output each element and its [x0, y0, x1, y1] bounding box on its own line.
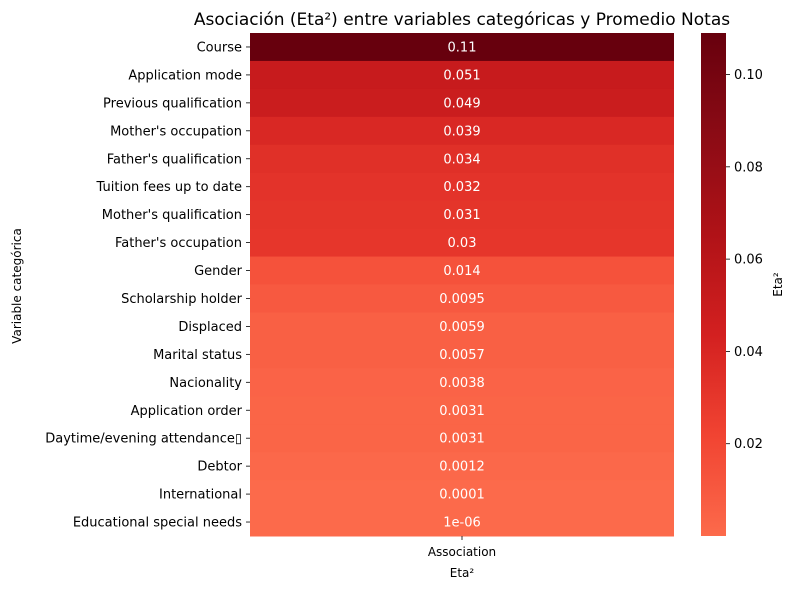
heatmap-cell	[250, 116, 674, 146]
y-tick-label: Mother's occupation	[110, 124, 242, 139]
colorbar-label: Eta²	[771, 272, 785, 297]
y-tick-label: Course	[197, 40, 242, 55]
y-tick-label: Tuition fees up to date	[96, 180, 242, 195]
heatmap-cell	[250, 33, 674, 62]
heatmap-cell	[250, 368, 674, 397]
cell-annotation: 0.0012	[439, 460, 485, 475]
heatmap-cell	[250, 256, 674, 285]
colorbar-tick-label: 0.08	[734, 160, 763, 175]
y-tick-label: Father's qualification	[107, 152, 242, 167]
cell-annotation: 0.0057	[439, 348, 485, 363]
cell-annotation: 0.11	[448, 40, 477, 55]
cell-annotation: 0.032	[443, 180, 480, 195]
heatmap-cell	[250, 340, 674, 369]
cell-annotation: 0.0059	[439, 320, 485, 335]
y-axis-label: Variable categórica	[10, 228, 24, 344]
colorbar-tick-label: 0.02	[734, 437, 763, 452]
y-tick-label: Educational special needs	[73, 516, 242, 531]
heatmap-cell	[250, 452, 674, 481]
heatmap-cell	[250, 60, 674, 90]
colorbar-gradient	[701, 33, 726, 536]
colorbar-tick-label: 0.06	[734, 253, 763, 268]
colorbar: 0.02 0.04 0.06 0.08 0.10 Eta²	[701, 33, 785, 536]
chart-title: Asociación (Eta²) entre variables categó…	[194, 10, 730, 30]
y-tick-label: Gender	[194, 264, 243, 279]
y-tick-label: Mother's qualification	[102, 208, 242, 223]
y-tick-label: Scholarship holder	[121, 292, 243, 307]
colorbar-tick-label: 0.10	[734, 68, 763, 83]
colorbar-tick-label: 0.04	[734, 345, 763, 360]
heatmap-cell	[250, 508, 674, 537]
y-tick-label: Application order	[131, 404, 243, 419]
y-tick-label: Father's occupation	[115, 236, 242, 251]
heatmap-cell	[250, 228, 674, 258]
y-tick-label: Marital status	[153, 348, 242, 363]
heatmap-cell	[250, 284, 674, 313]
y-tick-label: International	[159, 488, 242, 503]
x-axis-label: Eta²	[450, 566, 475, 580]
cell-annotation: 0.039	[443, 124, 480, 139]
cell-annotation: 0.049	[443, 96, 480, 111]
y-tick-label: Displaced	[178, 320, 242, 335]
cell-annotation: 0.031	[443, 208, 480, 223]
y-tick-label: Previous qualification	[103, 96, 242, 111]
heatmap-cell	[250, 200, 674, 230]
heatmap-cell	[250, 312, 674, 341]
heatmap-cell	[250, 424, 674, 453]
cell-annotation: 1e-06	[443, 516, 481, 531]
heatmap-rows: 0.11 Course 0.051 Application mode 0.049 Prev…	[45, 33, 674, 537]
cell-annotation: 0.03	[448, 236, 477, 251]
cell-annotation: 0.0001	[439, 488, 485, 503]
cell-annotation: 0.0038	[439, 376, 485, 391]
x-tick-label: Association	[428, 545, 496, 559]
y-tick-label: Daytime/evening attendance▯	[45, 432, 242, 447]
y-tick-label: Application mode	[128, 68, 242, 83]
heatmap-cell	[250, 88, 674, 118]
cell-annotation: 0.051	[443, 68, 480, 83]
x-axis: Association	[428, 536, 496, 559]
heatmap-cell	[250, 172, 674, 202]
cell-annotation: 0.0031	[439, 432, 485, 447]
cell-annotation: 0.034	[443, 152, 480, 167]
cell-annotation: 0.0095	[439, 292, 485, 307]
cell-annotation: 0.0031	[439, 404, 485, 419]
cell-annotation: 0.014	[443, 264, 480, 279]
y-tick-label: Debtor	[197, 460, 242, 475]
heatmap-cell	[250, 396, 674, 425]
y-tick-label: Nacionality	[169, 376, 242, 391]
heatmap-cell	[250, 480, 674, 509]
heatmap-cell	[250, 144, 674, 174]
